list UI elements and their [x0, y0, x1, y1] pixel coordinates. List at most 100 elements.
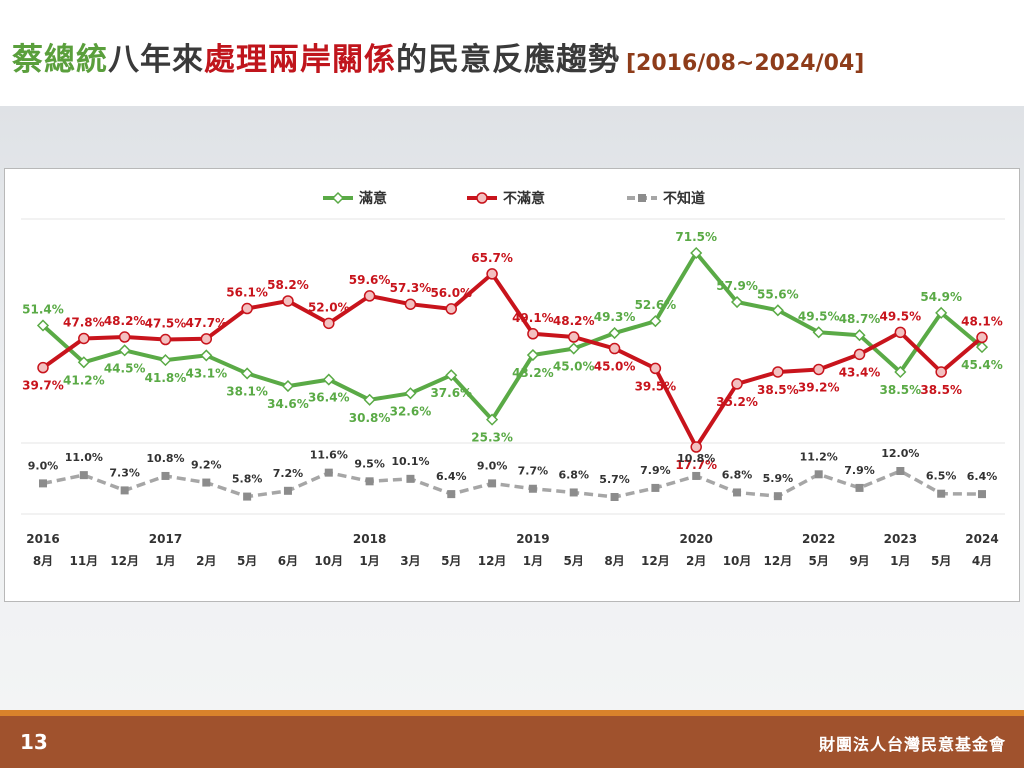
- dissatisfied-point: [731, 378, 743, 390]
- unknown-point: [610, 493, 619, 501]
- dissatisfied-label: 58.2%: [267, 278, 309, 292]
- unknown-point: [202, 478, 211, 487]
- satisfied-label: 48.7%: [839, 312, 881, 326]
- x-tick-month: 5月: [809, 554, 829, 568]
- unknown-point: [773, 492, 782, 501]
- dissatisfied-label: 65.7%: [471, 251, 513, 265]
- series-line-1: [41, 251, 984, 422]
- x-tick-month: 12月: [110, 554, 139, 568]
- unknown-point: [324, 468, 333, 477]
- satisfied-label: 51.4%: [22, 302, 64, 316]
- dissatisfied-point: [404, 298, 417, 310]
- x-tick-month: 2月: [686, 554, 706, 568]
- organization-name: 財團法人台灣民意基金會: [818, 735, 1006, 754]
- unknown-label: 7.3%: [109, 466, 140, 479]
- title-part-trend: 的民意反應趨勢: [396, 42, 620, 78]
- unknown-point: [937, 489, 946, 498]
- unknown-label: 9.5%: [354, 457, 385, 470]
- satisfied-point: [445, 369, 458, 382]
- satisfied-point: [322, 373, 335, 386]
- dissatisfied-label: 38.5%: [757, 383, 799, 397]
- satisfied-point: [771, 304, 784, 317]
- x-tick-month: 5月: [931, 554, 951, 568]
- satisfied-label: 49.3%: [594, 310, 636, 324]
- dissatisfied-label: 39.7%: [22, 379, 64, 393]
- satisfied-label: 54.9%: [920, 290, 962, 304]
- satisfied-label: 36.4%: [308, 391, 350, 405]
- satisfied-point: [363, 393, 376, 406]
- unknown-point: [243, 492, 252, 501]
- x-tick-month: 12月: [764, 554, 793, 568]
- dissatisfied-label: 49.1%: [512, 311, 554, 325]
- dissatisfied-point: [241, 302, 253, 315]
- satisfied-point: [281, 379, 295, 393]
- satisfied-point: [486, 413, 499, 426]
- unknown-label: 5.8%: [232, 473, 263, 486]
- unknown-label: 10.8%: [146, 452, 184, 465]
- unknown-label: 9.0%: [28, 459, 59, 472]
- legend-label-1: 滿意: [358, 190, 387, 207]
- legend-marker-3: [638, 194, 646, 202]
- x-tick-month: 12月: [641, 554, 670, 568]
- x-tick-month: 1月: [890, 554, 910, 568]
- satisfied-label: 25.3%: [471, 431, 513, 445]
- unknown-point: [896, 467, 905, 475]
- title-part-cross-strait: 處理兩岸關係: [204, 42, 396, 78]
- footer-bar: 13 財團法人台灣民意基金會: [0, 716, 1024, 768]
- unknown-label: 12.0%: [881, 447, 919, 460]
- dissatisfied-label: 17.7%: [675, 458, 717, 472]
- satisfied-point: [526, 348, 539, 362]
- dissatisfied-label: 43.4%: [839, 365, 881, 379]
- unknown-point: [651, 483, 660, 492]
- unknown-label: 5.9%: [763, 472, 794, 485]
- x-tick-year: 2016: [26, 532, 59, 546]
- series-line-2: [41, 271, 984, 449]
- legend-marker-1: [331, 191, 345, 205]
- dissatisfied-label: 47.8%: [63, 315, 105, 329]
- unknown-point: [447, 490, 456, 499]
- dissatisfied-label: 47.5%: [145, 317, 187, 331]
- dissatisfied-point: [853, 348, 866, 361]
- satisfied-point: [812, 326, 825, 339]
- x-tick-month: 9月: [849, 554, 869, 568]
- unknown-label: 7.2%: [273, 467, 304, 480]
- unknown-label: 6.4%: [967, 470, 998, 483]
- dissatisfied-point: [363, 290, 376, 302]
- x-tick-year: 2023: [884, 532, 917, 546]
- x-tick-month: 11月: [69, 554, 98, 568]
- dissatisfied-label: 35.2%: [716, 395, 758, 409]
- title-period: [2016/08~2024/04]: [626, 51, 865, 76]
- satisfied-label: 38.1%: [226, 384, 268, 398]
- x-tick-month: 5月: [441, 554, 461, 568]
- legend-label-2: 不滿意: [503, 190, 545, 207]
- satisfied-label: 55.6%: [757, 287, 799, 301]
- series-line-3: [42, 469, 983, 499]
- footer-stripe: [0, 710, 1024, 716]
- dissatisfied-label: 56.0%: [430, 286, 472, 300]
- unknown-point: [488, 479, 497, 488]
- satisfied-point: [118, 344, 131, 357]
- legend-marker-2: [476, 192, 488, 204]
- dissatisfied-point: [282, 295, 294, 307]
- x-tick-year: 2020: [680, 532, 713, 546]
- dissatisfied-point: [527, 328, 539, 340]
- satisfied-label: 43.1%: [185, 366, 227, 380]
- dissatisfied-point: [37, 361, 49, 374]
- unknown-label: 7.9%: [844, 464, 875, 477]
- unknown-point: [855, 483, 864, 492]
- x-tick-month: 1月: [155, 554, 175, 568]
- unknown-label: 10.8%: [677, 452, 715, 465]
- dissatisfied-point: [894, 326, 907, 339]
- x-tick-year: 2017: [149, 532, 182, 546]
- unknown-label: 7.9%: [640, 464, 671, 477]
- line-chart: 滿意 不滿意 不知道 51.4% 39.7% 9.0% 2016 8月 41.2% 47.8% 11…: [21, 190, 1005, 568]
- x-tick-month: 1月: [523, 554, 543, 568]
- dissatisfied-label: 45.0%: [594, 360, 636, 374]
- dissatisfied-point: [78, 332, 90, 345]
- dissatisfied-point: [690, 441, 702, 453]
- unknown-label: 10.1%: [391, 455, 429, 468]
- x-tick-month: 5月: [237, 554, 257, 568]
- unknown-point: [79, 471, 88, 480]
- x-tick-month: 12月: [478, 554, 507, 568]
- x-tick-month: 2月: [196, 554, 216, 568]
